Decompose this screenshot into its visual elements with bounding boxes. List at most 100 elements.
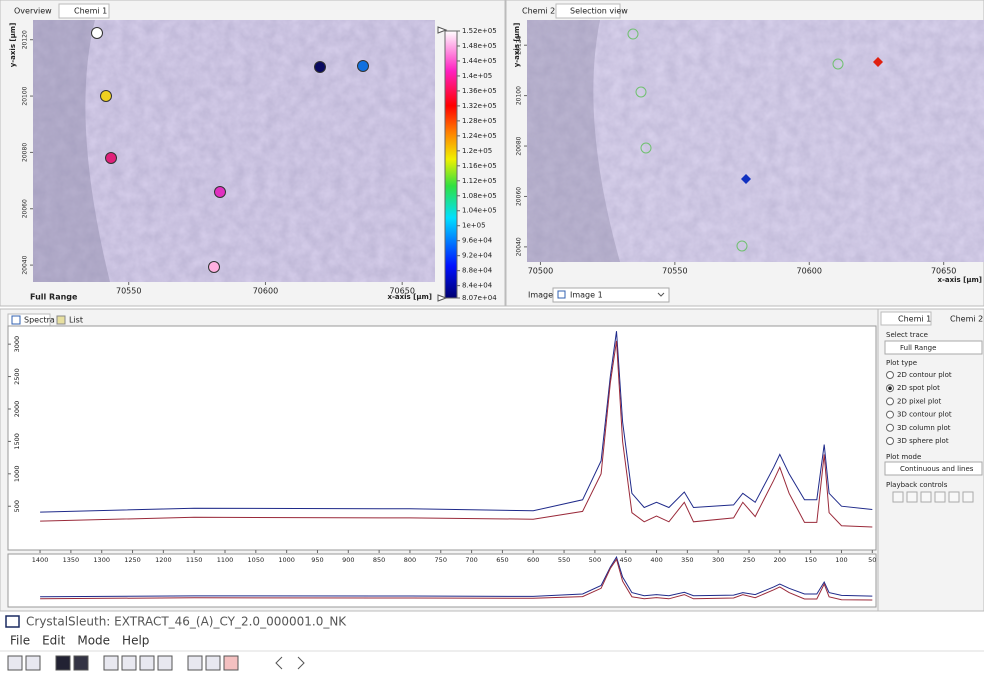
x-tick-label: 1150 xyxy=(186,556,203,564)
radio-label: 2D spot plot xyxy=(897,384,940,392)
y-tick-label: 20100 xyxy=(516,86,523,105)
colorbar-label: 1.12e+05 xyxy=(462,177,497,185)
y-tick-label: 1500 xyxy=(13,433,21,450)
section-label: Playback controls xyxy=(886,481,948,489)
x-tick-label: 1200 xyxy=(155,556,172,564)
x-axis-label: x-axis [µm] xyxy=(387,293,432,301)
trace-label: Full Range xyxy=(30,293,78,302)
x-tick-label: 850 xyxy=(373,556,385,564)
tab-active xyxy=(880,311,932,326)
colorbar-label: 1.4e+05 xyxy=(462,72,492,80)
x-tick-label: 350 xyxy=(681,556,693,564)
radio[interactable] xyxy=(886,397,894,406)
y-tick-label: 20040 xyxy=(22,255,29,274)
colorbar-label: 1.16e+05 xyxy=(462,162,497,170)
colorbar-label: 1.44e+05 xyxy=(462,57,497,65)
colorbar-label: 8.07e+04 xyxy=(462,294,497,302)
radio[interactable] xyxy=(886,423,894,432)
y-tick-label: 20060 xyxy=(516,187,523,206)
x-tick-label: 150 xyxy=(804,556,816,564)
x-tick-label: 70650 xyxy=(931,267,956,276)
mode-select[interactable] xyxy=(884,461,983,476)
tab[interactable]: Chemi 1 xyxy=(74,7,107,16)
colorbar-label: 8.4e+04 xyxy=(462,282,493,290)
spectrum-line xyxy=(40,331,873,513)
radio-dot xyxy=(888,386,892,391)
x-tick-label: 1400 xyxy=(32,556,49,564)
radio-label: 2D pixel plot xyxy=(897,397,942,405)
mode-select-text: Continuous and lines xyxy=(900,465,974,473)
x-tick-label: 1350 xyxy=(63,556,80,564)
colorbar-label: 8.8e+04 xyxy=(462,267,493,275)
colorbar-label: 1.36e+05 xyxy=(462,87,497,95)
plot-area xyxy=(7,325,877,551)
tab[interactable]: Chemi 2 xyxy=(522,7,555,16)
colorbar-label: 9.2e+04 xyxy=(462,252,493,260)
y-tick-label: 20060 xyxy=(22,199,29,218)
x-tick-label: 1100 xyxy=(217,556,234,564)
menu-bar: File Edit Mode Help xyxy=(10,634,149,648)
x-tick-label: 70550 xyxy=(662,267,687,276)
tab[interactable]: List xyxy=(69,316,83,325)
x-tick-label: 250 xyxy=(743,556,755,564)
selection-markers xyxy=(627,28,844,252)
image-label: Image: xyxy=(528,291,556,300)
x-tick-label: 900 xyxy=(342,556,354,564)
tab[interactable]: Overview xyxy=(14,7,52,16)
x-tick-label: 70650 xyxy=(389,287,414,296)
tab[interactable]: Selection view xyxy=(570,7,628,16)
y-axis-label: y-axis [µm] xyxy=(513,23,521,68)
x-tick-label: 650 xyxy=(496,556,508,564)
image-select[interactable] xyxy=(552,287,670,303)
playback-buttons[interactable] xyxy=(892,491,974,503)
radio-label: 3D sphere plot xyxy=(897,437,949,445)
colorbar-label: 1.24e+05 xyxy=(462,132,497,140)
x-axis-label: x-axis [µm] xyxy=(937,276,982,284)
toolbar[interactable] xyxy=(7,655,305,671)
trace-select[interactable] xyxy=(884,340,983,355)
right-image xyxy=(527,20,984,262)
x-tick-label: 70600 xyxy=(253,287,278,296)
y-tick-label: 20080 xyxy=(22,143,29,162)
x-tick-label: 1250 xyxy=(124,556,141,564)
x-tick-label: 70500 xyxy=(528,267,553,276)
y-tick-label: 2000 xyxy=(13,401,21,418)
radio-label: 2D contour plot xyxy=(897,371,952,379)
tab[interactable]: Chemi 1 xyxy=(898,315,931,324)
colorbar-label: 1.2e+05 xyxy=(462,147,492,155)
radio[interactable] xyxy=(886,410,894,419)
radio[interactable] xyxy=(886,437,894,445)
x-tick-label: 200 xyxy=(774,556,786,564)
dropdown-arrow xyxy=(657,292,665,297)
section-label: Plot type xyxy=(886,359,917,367)
y-tick-label: 20080 xyxy=(516,136,523,155)
tab[interactable]: Spectra xyxy=(24,316,55,325)
y-tick-label: 500 xyxy=(13,500,21,512)
x-tick-label: 450 xyxy=(619,556,631,564)
spot-markers xyxy=(91,27,369,273)
x-tick-label: 550 xyxy=(558,556,570,564)
tab[interactable]: Chemi 2 xyxy=(950,315,983,324)
menu-item[interactable]: File xyxy=(10,634,30,648)
app-icon xyxy=(5,615,20,628)
menu-item[interactable]: Edit xyxy=(42,634,66,648)
menu-item[interactable]: Mode xyxy=(77,634,110,648)
colorbar-label: 1.48e+05 xyxy=(462,42,497,50)
colorbar-label: 1.32e+05 xyxy=(462,102,497,110)
x-tick-label: 70600 xyxy=(797,267,822,276)
colorbar-label: 1e+05 xyxy=(462,222,486,230)
colorbar-label: 9.6e+04 xyxy=(462,237,493,245)
overview-line xyxy=(40,558,873,601)
radio[interactable] xyxy=(886,371,894,379)
image-select-text: Image 1 xyxy=(570,291,603,300)
colorbar-label: 1.52e+05 xyxy=(462,27,497,35)
x-tick-label: 700 xyxy=(465,556,477,564)
tab-icon xyxy=(11,315,21,325)
x-tick-label: 1300 xyxy=(93,556,110,564)
y-axis-label: y-axis [µm] xyxy=(9,23,17,68)
menu-item[interactable]: Help xyxy=(122,634,149,648)
left-image xyxy=(33,20,435,282)
x-tick-label: 800 xyxy=(404,556,416,564)
colorbar-arrows xyxy=(437,26,448,302)
